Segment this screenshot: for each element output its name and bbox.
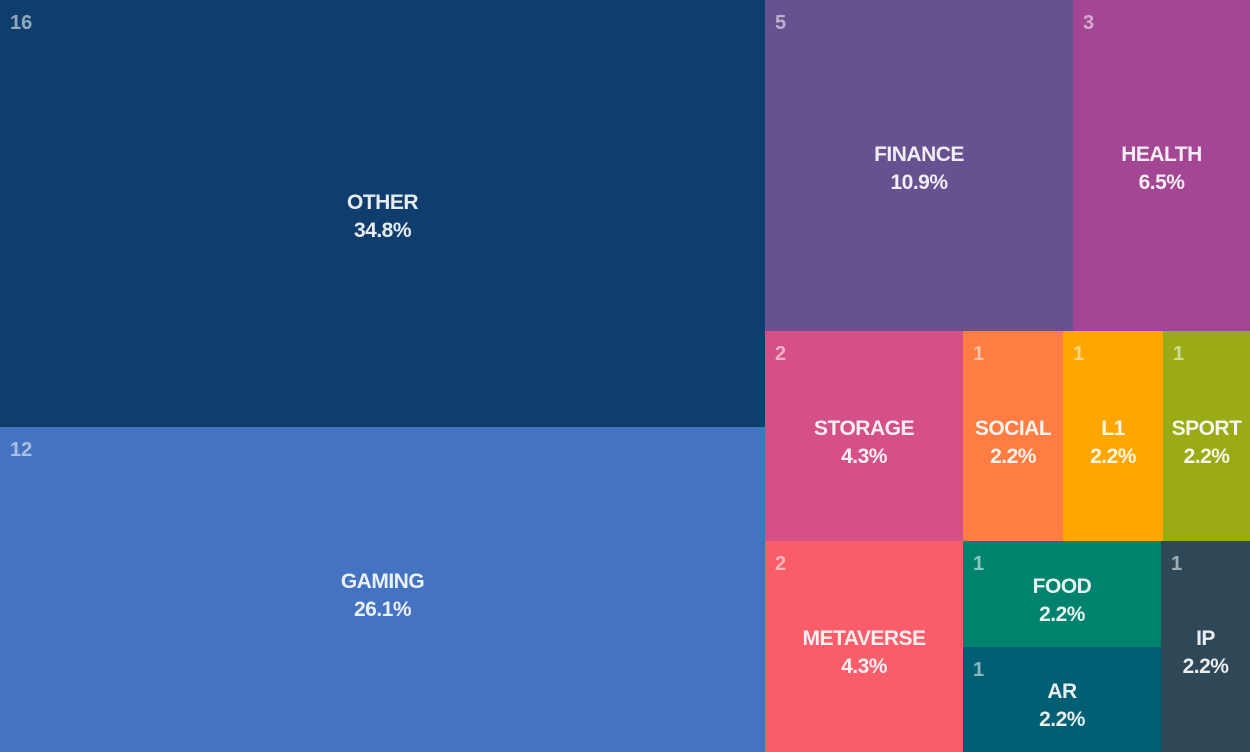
treemap-tile-sport[interactable]: 1 SPORT 2.2% bbox=[1163, 331, 1250, 541]
tile-category-label: SPORT bbox=[1171, 417, 1242, 440]
treemap-tile-ip[interactable]: 1 IP 2.2% bbox=[1161, 541, 1250, 752]
tile-percent-label: 6.5% bbox=[1138, 171, 1185, 194]
tile-category-label: AR bbox=[1047, 680, 1077, 703]
tile-percent-label: 34.8% bbox=[353, 219, 412, 242]
tile-category-label: OTHER bbox=[347, 191, 419, 214]
tile-label-group: STORAGE 4.3% bbox=[765, 415, 963, 471]
tile-category-label: GAMING bbox=[340, 570, 425, 593]
tile-count: 2 bbox=[775, 553, 787, 575]
tile-count: 3 bbox=[1083, 12, 1095, 34]
tile-count: 1 bbox=[1173, 343, 1185, 365]
tile-label-group: HEALTH 6.5% bbox=[1073, 141, 1250, 197]
tile-percent-label: 4.3% bbox=[841, 445, 887, 468]
treemap-tile-gaming[interactable]: 12 GAMING 26.1% bbox=[0, 427, 765, 752]
tile-percent-label: 10.9% bbox=[890, 171, 948, 194]
tile-label-group: SPORT 2.2% bbox=[1163, 415, 1250, 471]
tile-count: 1 bbox=[1171, 553, 1183, 575]
tile-count: 1 bbox=[1073, 343, 1085, 365]
treemap-tile-health[interactable]: 3 HEALTH 6.5% bbox=[1073, 0, 1250, 331]
tile-percent-label: 2.2% bbox=[1039, 708, 1085, 731]
tile-category-label: SOCIAL bbox=[974, 417, 1052, 440]
tile-count: 1 bbox=[973, 343, 985, 365]
treemap-tile-finance[interactable]: 5 FINANCE 10.9% bbox=[765, 0, 1073, 331]
tile-category-label: L1 bbox=[1101, 417, 1125, 440]
treemap-tile-storage[interactable]: 2 STORAGE 4.3% bbox=[765, 331, 963, 541]
tile-count: 1 bbox=[973, 553, 985, 575]
tile-count: 5 bbox=[775, 12, 787, 34]
tile-label-group: METAVERSE 4.3% bbox=[765, 625, 963, 681]
tile-percent-label: 2.2% bbox=[990, 445, 1036, 468]
tile-category-label: FINANCE bbox=[874, 143, 964, 166]
tile-percent-label: 2.2% bbox=[1183, 445, 1230, 468]
tile-label-group: OTHER 34.8% bbox=[0, 189, 765, 245]
tile-category-label: IP bbox=[1196, 627, 1215, 650]
tile-label-group: IP 2.2% bbox=[1161, 625, 1250, 681]
tile-label-group: FINANCE 10.9% bbox=[765, 141, 1073, 197]
tile-percent-label: 26.1% bbox=[353, 598, 412, 621]
tile-percent-label: 2.2% bbox=[1090, 445, 1136, 468]
tile-category-label: HEALTH bbox=[1121, 143, 1202, 166]
tile-percent-label: 2.2% bbox=[1039, 603, 1085, 626]
tile-count: 12 bbox=[10, 439, 33, 461]
tile-percent-label: 2.2% bbox=[1182, 655, 1229, 678]
treemap-tile-social[interactable]: 1 SOCIAL 2.2% bbox=[963, 331, 1063, 541]
tile-label-group: FOOD 2.2% bbox=[963, 573, 1161, 629]
tile-category-label: STORAGE bbox=[814, 417, 914, 440]
tile-count: 16 bbox=[10, 12, 33, 34]
tile-label-group: L1 2.2% bbox=[1063, 415, 1163, 471]
tile-count: 1 bbox=[973, 659, 985, 681]
tile-category-label: FOOD bbox=[1032, 575, 1092, 598]
treemap-tile-ar[interactable]: 1 AR 2.2% bbox=[963, 647, 1161, 752]
tile-label-group: SOCIAL 2.2% bbox=[963, 415, 1063, 471]
treemap-tile-other[interactable]: 16 OTHER 34.8% bbox=[0, 0, 765, 427]
tile-category-label: METAVERSE bbox=[802, 627, 926, 650]
treemap-tile-l1[interactable]: 1 L1 2.2% bbox=[1063, 331, 1163, 541]
treemap-tile-food[interactable]: 1 FOOD 2.2% bbox=[963, 541, 1161, 647]
tile-percent-label: 4.3% bbox=[841, 655, 887, 678]
tile-count: 2 bbox=[775, 343, 787, 365]
tile-label-group: AR 2.2% bbox=[963, 678, 1161, 734]
tile-label-group: GAMING 26.1% bbox=[0, 568, 765, 624]
treemap-tile-metaverse[interactable]: 2 METAVERSE 4.3% bbox=[765, 541, 963, 752]
